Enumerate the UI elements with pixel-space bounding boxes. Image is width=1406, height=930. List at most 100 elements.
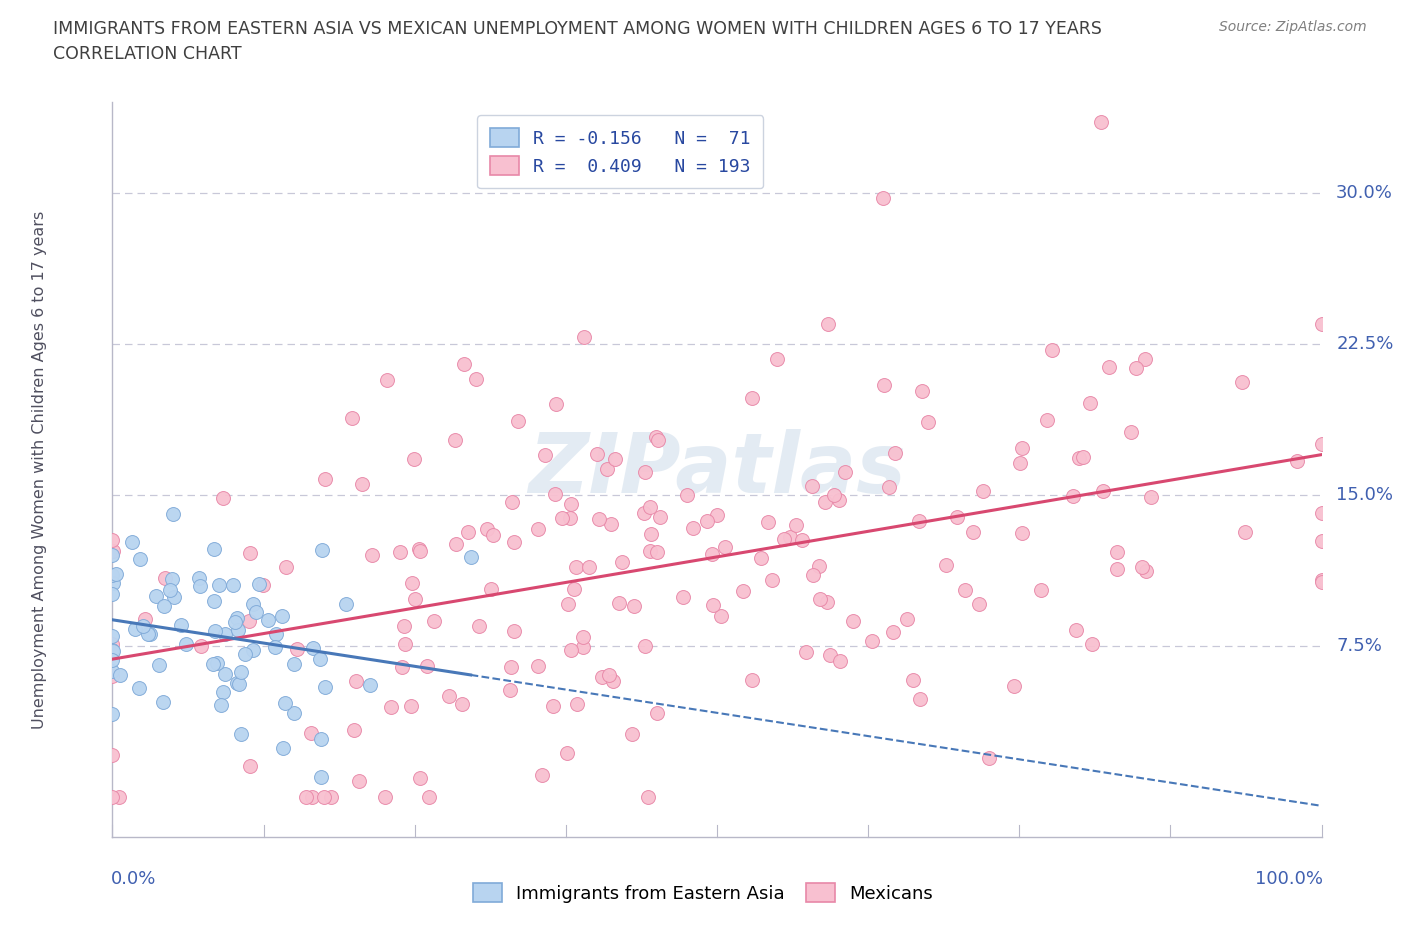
Point [159, 583, 181, 598]
Point [1125, 360, 1147, 375]
Point [860, 633, 883, 648]
Point [972, 484, 994, 498]
Point [211, 491, 233, 506]
Point [1091, 484, 1114, 498]
Point [551, 511, 574, 525]
Point [772, 531, 794, 546]
Point [437, 688, 460, 703]
Point [152, 695, 174, 710]
Point [1008, 456, 1031, 471]
Point [1011, 526, 1033, 541]
Point [124, 621, 146, 636]
Point [953, 583, 976, 598]
Point [477, 521, 499, 536]
Point [209, 698, 232, 712]
Text: 100.0%: 100.0% [1254, 870, 1323, 888]
Point [129, 551, 152, 566]
Point [600, 516, 623, 531]
Point [588, 512, 610, 526]
Point [139, 627, 162, 642]
Point [233, 646, 256, 661]
Text: IMMIGRANTS FROM EASTERN ASIA VS MEXICAN UNEMPLOYMENT AMONG WOMEN WITH CHILDREN A: IMMIGRANTS FROM EASTERN ASIA VS MEXICAN … [53, 20, 1102, 38]
Point [741, 390, 763, 405]
Point [1040, 342, 1063, 357]
Point [896, 612, 918, 627]
Point [446, 537, 468, 551]
Point [602, 674, 624, 689]
Point [1310, 505, 1333, 520]
Point [228, 677, 250, 692]
Point [1107, 544, 1129, 559]
Point [162, 507, 184, 522]
Point [479, 581, 502, 596]
Point [803, 568, 825, 583]
Point [607, 595, 630, 610]
Point [541, 698, 564, 713]
Point [101, 669, 124, 684]
Point [1029, 583, 1052, 598]
Point [640, 526, 662, 541]
Point [214, 666, 236, 681]
Point [344, 673, 367, 688]
Point [308, 652, 330, 667]
Point [645, 430, 668, 445]
Text: 7.5%: 7.5% [1336, 637, 1382, 655]
Point [188, 571, 211, 586]
Point [499, 683, 522, 698]
Point [564, 560, 586, 575]
Point [312, 790, 335, 804]
Point [572, 640, 595, 655]
Point [560, 497, 582, 512]
Point [101, 629, 124, 644]
Point [359, 678, 381, 693]
Point [1310, 575, 1333, 590]
Point [648, 510, 671, 525]
Point [610, 555, 633, 570]
Point [208, 578, 231, 592]
Point [311, 770, 333, 785]
Point [555, 745, 578, 760]
Point [633, 505, 655, 520]
Point [101, 547, 124, 562]
Point [401, 576, 423, 591]
Point [503, 624, 526, 639]
Point [814, 495, 837, 510]
Point [571, 630, 593, 644]
Text: ZIPatlas: ZIPatlas [529, 429, 905, 511]
Point [557, 597, 579, 612]
Point [1121, 424, 1143, 439]
Point [231, 665, 253, 680]
Point [101, 567, 124, 582]
Point [586, 446, 609, 461]
Point [214, 627, 236, 642]
Point [1310, 573, 1333, 588]
Point [342, 410, 364, 425]
Point [134, 612, 156, 627]
Point [409, 771, 432, 786]
Point [465, 371, 488, 386]
Point [567, 697, 589, 711]
Point [1066, 623, 1088, 638]
Point [1310, 436, 1333, 451]
Text: 15.0%: 15.0% [1336, 485, 1393, 504]
Point [101, 653, 124, 668]
Point [204, 624, 226, 639]
Point [962, 525, 984, 539]
Point [101, 586, 124, 601]
Point [309, 731, 332, 746]
Point [1090, 115, 1112, 130]
Point [347, 774, 370, 789]
Point [830, 653, 852, 668]
Point [817, 317, 839, 332]
Point [409, 543, 432, 558]
Point [1135, 563, 1157, 578]
Point [751, 551, 773, 565]
Point [1036, 413, 1059, 428]
Text: Unemployment Among Women with Children Ages 6 to 17 years: Unemployment Among Women with Children A… [32, 210, 48, 729]
Point [108, 668, 131, 683]
Point [672, 590, 695, 604]
Point [910, 384, 932, 399]
Point [883, 446, 905, 461]
Point [935, 558, 957, 573]
Point [202, 593, 225, 608]
